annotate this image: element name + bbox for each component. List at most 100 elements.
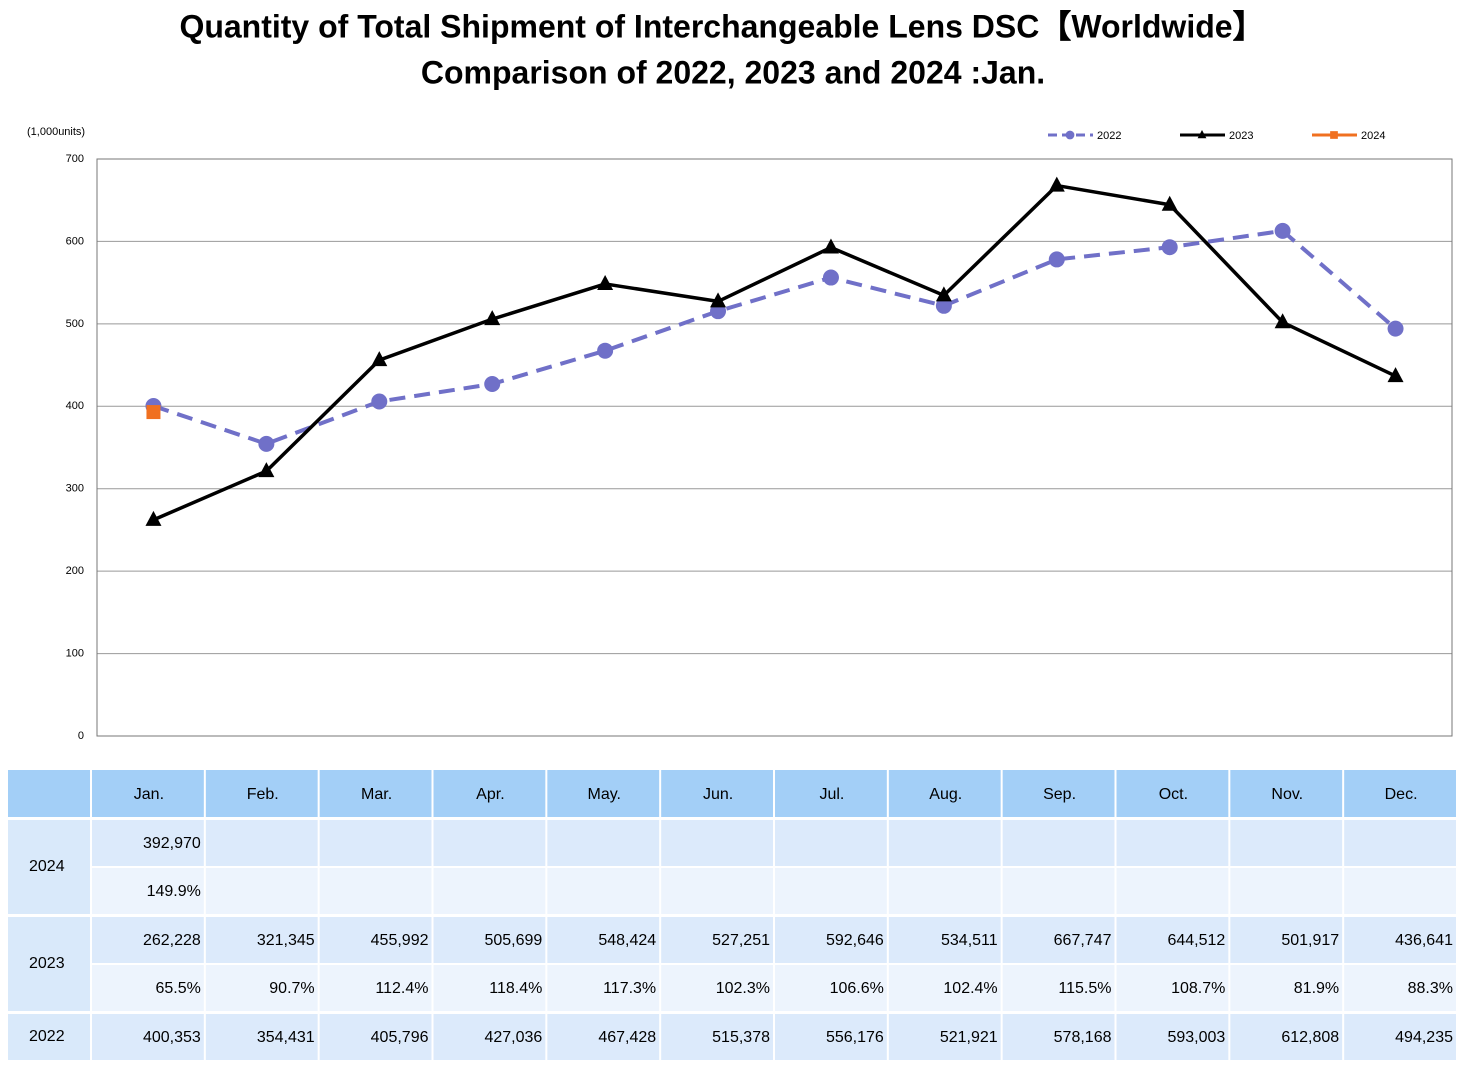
table-cell [319,868,432,914]
header-cell [888,770,1001,817]
table-cell [319,965,432,1011]
point [484,376,501,393]
table-value: 321,345 [257,932,315,949]
table-value: 392,970 [143,835,201,852]
table-cell [319,820,432,866]
table-cell [319,917,432,963]
table-cell [1344,1014,1456,1060]
table-cell [92,1014,204,1060]
table-cell [1230,917,1343,963]
table-cell [775,1014,887,1060]
table-cell [1002,1014,1115,1060]
table-cell [547,868,660,914]
legend-label: 2024 [1361,130,1385,142]
point [1387,367,1404,383]
table-cell [661,1014,773,1060]
table-cell [1116,917,1229,963]
table-value: 88.3% [1408,980,1453,997]
table-cell [1344,868,1456,914]
table-value: 400,353 [143,1029,201,1046]
table-value: 593,003 [1167,1029,1225,1046]
table-cell [1230,1014,1343,1060]
table-cell [205,1014,318,1060]
point [1161,239,1178,256]
column-header: Mar. [361,786,392,803]
column-header: Jan. [134,786,164,803]
table-value: 102.4% [943,980,997,997]
point [371,351,388,367]
table-cell [547,917,660,963]
table-header: Jan. Feb. Mar. Apr. May. Jun. Jul. Aug. Sep. Oct.… [8,770,1456,817]
table-cell [775,965,887,1011]
point [822,238,839,254]
legend-marker [1065,130,1075,140]
point [935,297,952,314]
header-cell [775,770,887,817]
point [822,269,839,286]
legend-label: 2023 [1229,130,1253,142]
table-value: 578,168 [1054,1029,1112,1046]
column-header: Dec. [1385,786,1418,803]
legend-label: 2022 [1097,130,1121,142]
table-cell [661,868,773,914]
y-tick-label: 300 [66,483,84,495]
point [710,292,727,308]
header-cell [205,770,318,817]
table-value: 405,796 [371,1029,429,1046]
column-header: Sep. [1043,786,1076,803]
table-value: 644,512 [1167,932,1225,949]
table-value: 108.7% [1171,980,1225,997]
table-value: 118.4% [489,980,542,997]
row-header-cell [8,917,90,1011]
table-value: 527,251 [712,932,770,949]
header-cell [319,770,432,817]
point [597,274,614,290]
point [258,435,275,452]
table-value: 592,646 [826,932,884,949]
point [371,393,388,410]
table-value: 81.9% [1294,980,1339,997]
table-value: 149.9% [147,883,201,900]
table-cell [547,820,660,866]
column-header: May. [588,786,621,803]
y-tick-label: 500 [66,318,84,330]
table-cell [1002,917,1115,963]
table-value: 455,992 [371,932,429,949]
table-cell [888,868,1001,914]
table-cell [1230,820,1343,866]
header-cell [1002,770,1115,817]
table-cell [661,917,773,963]
table-cell [888,965,1001,1011]
y-tick-label: 0 [78,730,84,742]
point [1274,313,1291,329]
table-value: 117.3% [603,980,656,997]
table-value: 102.3% [716,980,770,997]
row-header: 2022 [29,1028,65,1045]
column-header: Jun. [703,786,733,803]
y-tick-label: 700 [66,153,84,165]
table-cell [433,965,546,1011]
row-header: 2024 [29,858,65,875]
table-value: 515,378 [712,1029,770,1046]
table-cell [1002,965,1115,1011]
header-cell [92,770,204,817]
header-cell [661,770,773,817]
table-cell [92,820,204,866]
header-cell [1344,770,1456,817]
table-cell [775,820,887,866]
table-value: 612,808 [1281,1029,1339,1046]
point [1048,251,1065,268]
point [1274,222,1291,239]
y-axis-label: (1,000units) [27,126,85,138]
point [145,510,162,526]
table-value: 115.5% [1058,980,1111,997]
table-cell [205,868,318,914]
table-cell [547,1014,660,1060]
table-cell [661,820,773,866]
row-header-cell [8,820,90,914]
table-value: 494,235 [1395,1029,1453,1046]
point [935,286,952,302]
point [1387,320,1404,337]
